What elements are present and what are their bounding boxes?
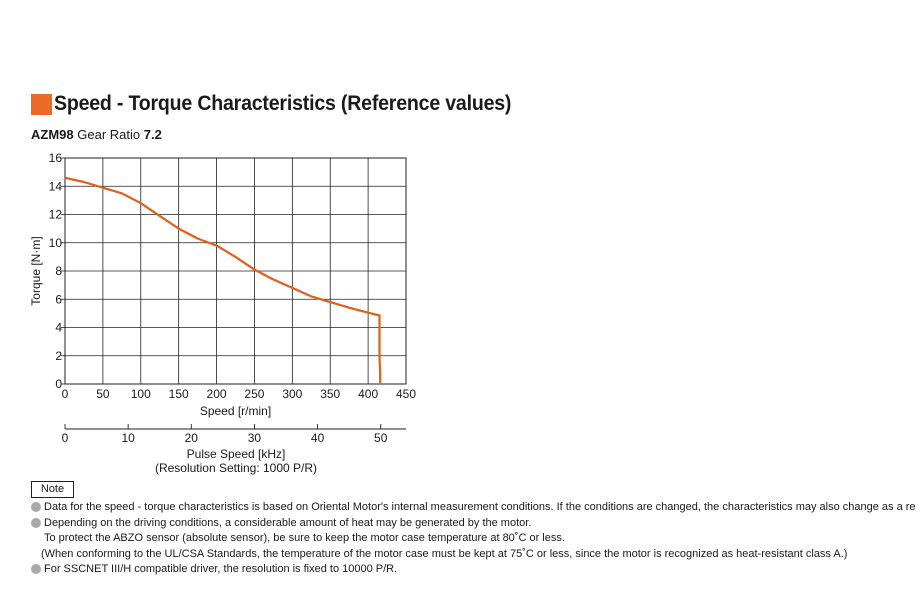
y-tick-label: 4 <box>55 321 62 335</box>
y-tick-label: 10 <box>49 236 63 250</box>
x-tick-label: 200 <box>207 387 227 401</box>
note-item: Depending on the driving conditions, a c… <box>31 516 916 532</box>
note-item: Data for the speed - torque characterist… <box>31 500 916 516</box>
y-tick-label: 12 <box>49 208 63 222</box>
y-tick-label: 16 <box>49 151 63 165</box>
y-tick-label: 14 <box>49 179 63 193</box>
note-item: For SSCNET III/H compatible driver, the … <box>31 562 916 578</box>
x-tick-label: 250 <box>244 387 264 401</box>
y-tick-label: 8 <box>55 264 62 278</box>
x-tick-label: 450 <box>396 387 416 401</box>
x-tick-label: 150 <box>169 387 189 401</box>
pulse-axis-label: Pulse Speed [kHz] <box>187 447 286 461</box>
title-square-icon <box>31 93 52 115</box>
x-tick-label: 300 <box>282 387 302 401</box>
gear-ratio-value: 7.2 <box>143 127 162 142</box>
note-text: Data for the speed - torque characterist… <box>44 501 916 513</box>
note-text: For SSCNET III/H compatible driver, the … <box>44 563 398 575</box>
pulse-tick-label: 20 <box>185 431 199 445</box>
section-title: Speed - Torque Characteristics (Referenc… <box>31 91 546 117</box>
notes-list: Data for the speed - torque characterist… <box>31 500 916 578</box>
bullet-icon <box>31 517 41 528</box>
x-tick-label: 100 <box>131 387 151 401</box>
pulse-tick-label: 10 <box>121 431 135 445</box>
note-text: Depending on the driving conditions, a c… <box>44 516 532 529</box>
bullet-icon <box>31 564 41 574</box>
note-text: To protect the ABZO sensor (absolute sen… <box>44 532 565 544</box>
y-tick-label: 2 <box>55 349 62 363</box>
y-tick-label: 6 <box>55 292 62 306</box>
x-tick-label: 0 <box>62 387 69 401</box>
pulse-axis-note: (Resolution Setting: 1000 P/R) <box>155 461 317 475</box>
pulse-tick-label: 0 <box>62 431 69 445</box>
pulse-tick-label: 40 <box>311 431 325 445</box>
bullet-icon <box>31 502 41 512</box>
page-title: Speed - Torque Characteristics (Referenc… <box>54 92 512 115</box>
x-tick-label: 50 <box>96 387 110 401</box>
torque-curve-line <box>64 176 382 384</box>
gear-ratio-label: Gear Ratio <box>77 127 141 142</box>
model-name: AZM98 <box>31 127 74 142</box>
x-axis-label: Speed [r/min] <box>200 404 271 418</box>
chart-subtitle: AZM98 Gear Ratio 7.2 <box>31 127 162 142</box>
note-badge: Note <box>31 481 74 498</box>
pulse-tick-label: 30 <box>248 431 262 445</box>
y-tick-label: 0 <box>55 377 62 391</box>
pulse-tick-label: 50 <box>374 431 388 445</box>
note-text: (When conforming to the UL/CSA Standards… <box>41 547 848 560</box>
x-tick-label: 400 <box>358 387 378 401</box>
y-axis-label: Torque [N·m] <box>29 236 43 305</box>
x-tick-label: 350 <box>320 387 340 401</box>
